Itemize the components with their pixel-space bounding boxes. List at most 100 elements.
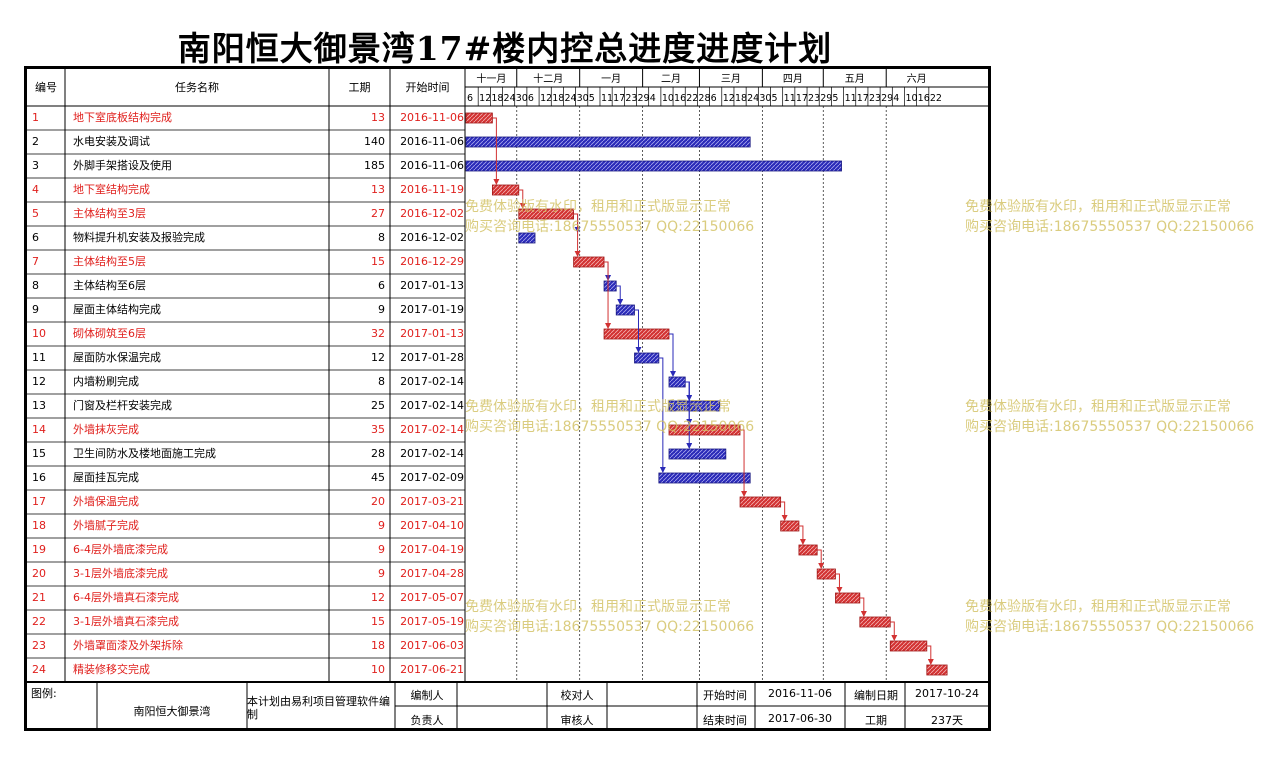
watermark-line1: 免费体验版有水印，租用和正式版显示正常: [965, 599, 1231, 615]
day-tick-label: 10: [905, 93, 917, 104]
footer-software-note: 本计划由易利项目管理软件编制: [247, 695, 390, 721]
task-name: 6-4层外墙真石漆完成: [73, 591, 179, 604]
gantt-frame: 编号 任务名称 工期 开始时间 1 地下室底板结构完成 13 2016-11-06 2 水…: [24, 66, 991, 731]
task-name: 物料提升机安装及报验完成: [73, 231, 205, 244]
dependency-link: [634, 309, 642, 353]
task-id: 14: [32, 423, 46, 436]
dependency-link: [926, 645, 934, 665]
task-start: 2017-02-09: [400, 471, 464, 484]
task-bar: [926, 664, 948, 676]
day-tick-label: 30: [516, 93, 528, 104]
footer-end-value: 2017-06-30: [768, 712, 832, 725]
footer-duration-value: 237天: [931, 714, 963, 727]
day-tick-label: 16: [918, 93, 930, 104]
dependency-link: [492, 117, 500, 185]
footer-duration-label: 工期: [865, 714, 887, 727]
day-tick-label: 11: [784, 93, 796, 104]
task-name: 外墙罩面漆及外架拆除: [73, 639, 183, 652]
task-bar: [739, 496, 782, 508]
task-bar: [465, 160, 842, 172]
footer-owner-label: 负责人: [410, 714, 444, 727]
day-tick-label: 16: [674, 93, 686, 104]
task-duration: 35: [371, 423, 385, 436]
dependency-link: [604, 261, 612, 281]
task-duration: 6: [378, 279, 385, 292]
task-start: 2017-01-13: [400, 279, 464, 292]
task-bar: [658, 472, 751, 484]
task-duration: 25: [371, 399, 385, 412]
task-start: 2017-04-28: [400, 567, 464, 580]
dependency-link: [658, 357, 666, 473]
task-bar: [889, 640, 928, 652]
watermark-line1: 免费体验版有水印，租用和正式版显示正常: [965, 399, 1231, 415]
task-name: 外墙抹灰完成: [73, 423, 139, 436]
dependency-link: [740, 429, 748, 497]
dependency-link: [518, 189, 526, 209]
day-tick-label: 18: [552, 93, 564, 104]
watermark-line1: 免费体验版有水印，租用和正式版显示正常: [965, 199, 1231, 215]
task-start: 2017-01-19: [400, 303, 464, 316]
footer-compile-date-value: 2017-10-24: [915, 687, 979, 700]
task-bar: [798, 544, 818, 556]
task-id: 20: [32, 567, 46, 580]
task-start: 2016-11-19: [400, 183, 464, 196]
watermark-line2: 购买咨询电话:18675550537 QQ:22150066: [465, 619, 755, 635]
task-start: 2017-05-19: [400, 615, 464, 628]
task-duration: 140: [364, 135, 385, 148]
task-id: 15: [32, 447, 46, 460]
day-tick-label: 11: [845, 93, 857, 104]
task-name: 外墙保温完成: [73, 495, 139, 508]
task-start: 2017-03-21: [400, 495, 464, 508]
watermark: 免费体验版有水印，租用和正式版显示正常 购买咨询电话:18675550537 QQ…: [465, 197, 754, 237]
task-id: 10: [32, 327, 46, 340]
legend-label: 图例:: [31, 687, 57, 700]
task-name: 外墙腻子完成: [73, 519, 139, 532]
day-tick-label: 5: [589, 93, 595, 104]
day-tick-label: 6: [528, 93, 534, 104]
month-label: 四月: [783, 73, 803, 85]
dependency-link: [859, 597, 867, 617]
task-name: 3-1层外墙底漆完成: [73, 567, 168, 580]
month-label: 一月: [601, 73, 621, 85]
task-id: 5: [32, 207, 39, 220]
dependency-link: [835, 573, 843, 593]
task-name: 屋面主体结构完成: [73, 303, 161, 316]
task-name: 3-1层外墙真石漆完成: [73, 615, 179, 628]
day-tick-label: 12: [723, 93, 735, 104]
task-name: 精装修移交完成: [73, 663, 150, 676]
task-name: 主体结构至6层: [73, 279, 146, 292]
task-start: 2017-06-21: [400, 663, 464, 676]
watermark-line2: 购买咨询电话:18675550537 QQ:22150066: [965, 219, 1255, 235]
day-tick-label: 29: [820, 93, 832, 104]
task-id: 4: [32, 183, 39, 196]
task-id: 19: [32, 543, 46, 556]
task-id: 8: [32, 279, 39, 292]
task-start: 2017-02-14: [400, 423, 464, 436]
task-id: 17: [32, 495, 46, 508]
task-bar: [668, 376, 686, 388]
task-duration: 45: [371, 471, 385, 484]
task-bar: [465, 136, 751, 148]
task-start: 2016-12-02: [400, 207, 464, 220]
task-name: 外脚手架搭设及使用: [73, 159, 172, 172]
watermark: 免费体验版有水印，租用和正式版显示正常 购买咨询电话:18675550537 QQ…: [965, 597, 1254, 637]
header-name: 任务名称: [175, 81, 219, 94]
task-id: 3: [32, 159, 39, 172]
task-bar: [668, 448, 727, 460]
task-name: 屋面挂瓦完成: [73, 471, 139, 484]
task-duration: 9: [378, 519, 385, 532]
dependency-link: [780, 501, 788, 521]
task-start: 2017-06-03: [400, 639, 464, 652]
task-start: 2017-02-14: [400, 375, 464, 388]
task-id: 2: [32, 135, 39, 148]
task-id: 7: [32, 255, 39, 268]
task-duration: 9: [378, 543, 385, 556]
task-start: 2016-11-06: [400, 135, 464, 148]
footer-checker-label: 校对人: [560, 689, 594, 702]
day-tick-label: 23: [808, 93, 820, 104]
task-start: 2017-02-14: [400, 399, 464, 412]
task-duration: 32: [371, 327, 385, 340]
day-tick-label: 6: [467, 93, 473, 104]
task-bar: [603, 328, 670, 340]
task-start: 2016-11-06: [400, 159, 464, 172]
